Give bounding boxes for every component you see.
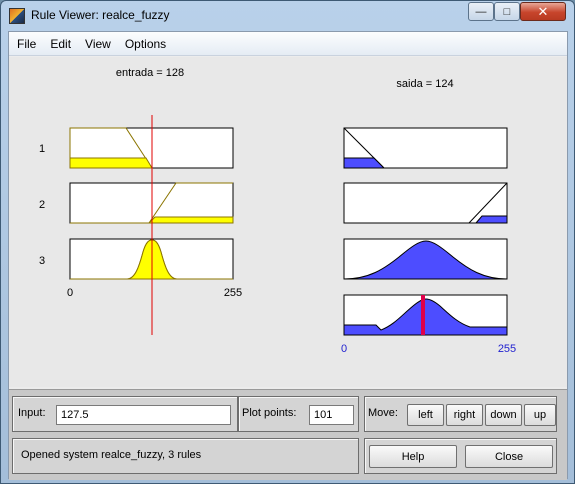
control-panel: Input: Plot points: Move: left right dow… — [9, 389, 567, 480]
maximize-button[interactable]: □ — [494, 2, 520, 21]
rule-plot-area: entrada = 128 saida = 124 1 2 3 — [9, 57, 567, 387]
move-up-button[interactable]: up — [524, 404, 556, 426]
move-down-button[interactable]: down — [485, 404, 522, 426]
output-plot-rule-3 — [343, 238, 508, 280]
menu-bar: File Edit View Options — [9, 32, 567, 56]
rule-number: 1 — [39, 143, 45, 155]
output-header: saida = 124 — [396, 78, 453, 90]
close-window-button[interactable]: ✕ — [520, 2, 566, 21]
move-left-button[interactable]: left — [407, 404, 444, 426]
window-title: Rule Viewer: realce_fuzzy — [31, 8, 170, 22]
client-area: File Edit View Options entrada = 128 sai… — [8, 31, 568, 480]
help-button[interactable]: Help — [369, 445, 457, 468]
output-plot-rule-2 — [343, 182, 508, 224]
plot-points-label: Plot points: — [242, 407, 297, 419]
menu-view[interactable]: View — [85, 36, 111, 51]
title-bar[interactable]: Rule Viewer: realce_fuzzy — □ ✕ — [1, 1, 574, 31]
input-axis-min: 0 — [67, 287, 73, 299]
output-axis-min: 0 — [341, 343, 347, 355]
status-box: Opened system realce_fuzzy, 3 rules — [12, 438, 359, 474]
output-aggregate-plot — [343, 294, 508, 336]
output-plot-rule-1 — [343, 127, 508, 169]
move-right-button[interactable]: right — [446, 404, 483, 426]
plot-points-group: Plot points: — [238, 396, 359, 432]
input-label: Input: — [18, 407, 46, 419]
status-text: Opened system realce_fuzzy, 3 rules — [21, 449, 202, 461]
input-axis-max: 255 — [224, 287, 242, 299]
input-header: entrada = 128 — [116, 67, 184, 79]
minimize-icon: — — [475, 5, 487, 18]
input-group: Input: — [12, 396, 238, 432]
minimize-button[interactable]: — — [468, 2, 494, 21]
plot-points-field[interactable] — [309, 405, 354, 425]
maximize-icon: □ — [503, 5, 511, 18]
move-label: Move: — [368, 407, 398, 419]
menu-options[interactable]: Options — [124, 36, 167, 51]
menu-file[interactable]: File — [17, 36, 37, 51]
rule-number: 2 — [39, 199, 45, 211]
move-group: Move: left right down up — [364, 396, 557, 432]
dialog-buttons-group: Help Close — [364, 438, 557, 474]
input-field[interactable] — [56, 405, 231, 425]
close-icon: ✕ — [537, 3, 549, 19]
close-button[interactable]: Close — [465, 445, 553, 468]
menu-edit[interactable]: Edit — [50, 36, 72, 51]
rule-number: 3 — [39, 255, 45, 267]
rule-plots: entrada = 128 saida = 124 1 2 3 — [39, 67, 516, 355]
output-axis-max: 255 — [498, 343, 516, 355]
matlab-app-icon — [9, 8, 25, 24]
